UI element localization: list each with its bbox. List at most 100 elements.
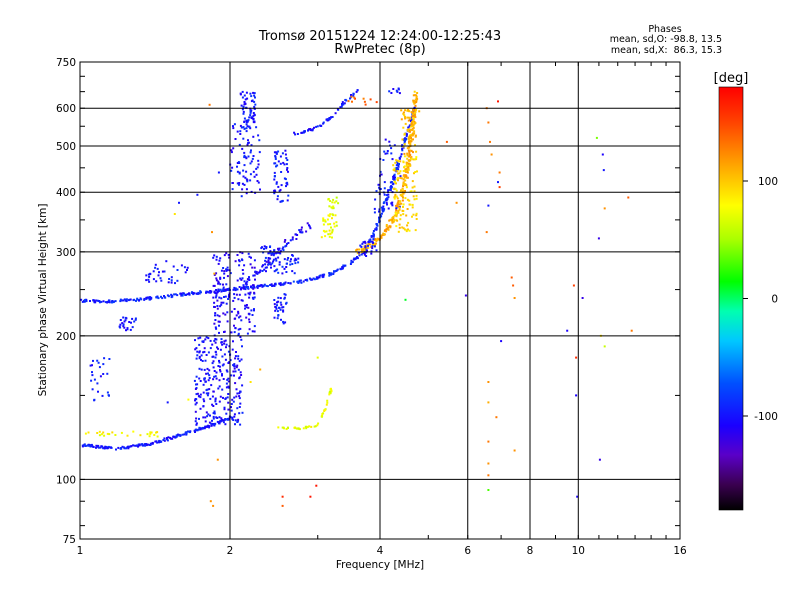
echo-point: [394, 188, 397, 191]
echo-point: [183, 266, 186, 269]
echo-point: [258, 151, 261, 154]
echo-point: [256, 180, 259, 182]
echo-point: [341, 101, 344, 104]
echo-point: [253, 308, 255, 311]
echo-point: [397, 160, 400, 163]
echo-point: [331, 231, 334, 234]
echo-point: [220, 417, 223, 420]
echo-point: [253, 113, 256, 116]
echo-point: [92, 359, 94, 362]
echo-point: [245, 157, 248, 160]
echo-point: [269, 245, 272, 248]
echo-point: [252, 155, 255, 157]
echo-point: [161, 297, 164, 300]
echo-point: [249, 381, 252, 383]
echo-point: [395, 207, 398, 210]
echo-point: [231, 188, 234, 191]
echo-point: [389, 186, 392, 189]
echo-point: [410, 123, 413, 126]
echo-point: [278, 261, 281, 264]
echo-point: [498, 171, 501, 174]
echo-point: [275, 165, 277, 168]
echo-point: [261, 270, 264, 272]
echo-point: [332, 198, 335, 201]
echo-point: [406, 157, 409, 160]
echo-point: [114, 300, 117, 303]
echo-point: [154, 440, 157, 443]
echo-point: [304, 425, 307, 428]
echo-point: [259, 188, 261, 191]
echo-point: [198, 428, 201, 431]
echo-point: [195, 383, 197, 386]
echo-point: [341, 266, 344, 269]
echo-point: [343, 102, 346, 105]
echo-point: [214, 350, 217, 353]
echo-point: [308, 225, 311, 228]
echo-point: [216, 305, 219, 307]
echo-point: [216, 346, 218, 349]
echo-point: [275, 151, 278, 154]
echo-point: [119, 323, 122, 326]
echo-point: [135, 299, 137, 302]
echo-point: [404, 298, 407, 301]
echo-point: [227, 393, 230, 395]
echo-point: [415, 194, 418, 197]
echo-point: [243, 156, 246, 159]
echo-point: [315, 484, 318, 487]
echo-point: [316, 356, 319, 359]
echo-point: [206, 367, 209, 370]
colorbar-tick-label: 0: [771, 294, 778, 306]
echo-point: [355, 90, 358, 93]
echo-point: [375, 101, 378, 104]
echo-point: [413, 114, 416, 117]
echo-point: [115, 448, 117, 451]
echo-point: [84, 432, 87, 435]
echo-point: [194, 431, 196, 433]
echo-point: [251, 314, 254, 316]
echo-point: [351, 100, 353, 103]
echo-point: [241, 384, 244, 387]
echo-point: [199, 427, 202, 430]
echo-point: [241, 90, 244, 93]
echo-point: [204, 338, 207, 341]
echo-point: [97, 361, 100, 364]
echo-point: [250, 149, 252, 152]
echo-point: [387, 228, 390, 231]
echo-point: [237, 161, 240, 164]
echo-point: [233, 317, 236, 320]
echo-point: [229, 359, 232, 362]
echo-point: [244, 293, 247, 296]
echo-point: [239, 336, 242, 338]
echo-point: [406, 128, 409, 131]
echo-point: [252, 274, 255, 277]
echo-point: [209, 500, 212, 503]
colorbar-gradient: [718, 86, 744, 511]
echo-point: [403, 132, 406, 135]
echo-point: [218, 331, 220, 334]
echo-point: [252, 170, 255, 173]
echo-point: [224, 397, 227, 400]
echo-point: [354, 97, 356, 100]
echo-point: [229, 272, 232, 275]
echo-point: [141, 444, 144, 447]
echo-point: [173, 213, 176, 215]
echo-point: [358, 254, 361, 257]
echo-point: [225, 369, 228, 372]
echo-point: [245, 91, 248, 94]
echo-point: [383, 150, 386, 153]
echo-point: [263, 245, 266, 248]
echo-point: [218, 315, 221, 318]
x-tick-label: 6: [464, 545, 471, 557]
echo-point: [194, 399, 196, 402]
echo-point: [98, 301, 101, 304]
echo-point: [340, 105, 343, 108]
echo-point: [198, 343, 201, 346]
echo-point: [363, 100, 366, 103]
echo-point: [170, 279, 173, 282]
echo-point: [237, 357, 240, 360]
echo-point: [218, 421, 221, 424]
y-tick-label: 400: [56, 187, 76, 199]
echo-point: [304, 279, 307, 281]
echo-point: [300, 228, 303, 231]
